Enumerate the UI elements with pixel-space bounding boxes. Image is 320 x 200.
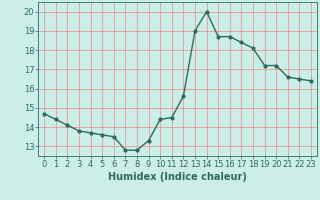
X-axis label: Humidex (Indice chaleur): Humidex (Indice chaleur) — [108, 172, 247, 182]
